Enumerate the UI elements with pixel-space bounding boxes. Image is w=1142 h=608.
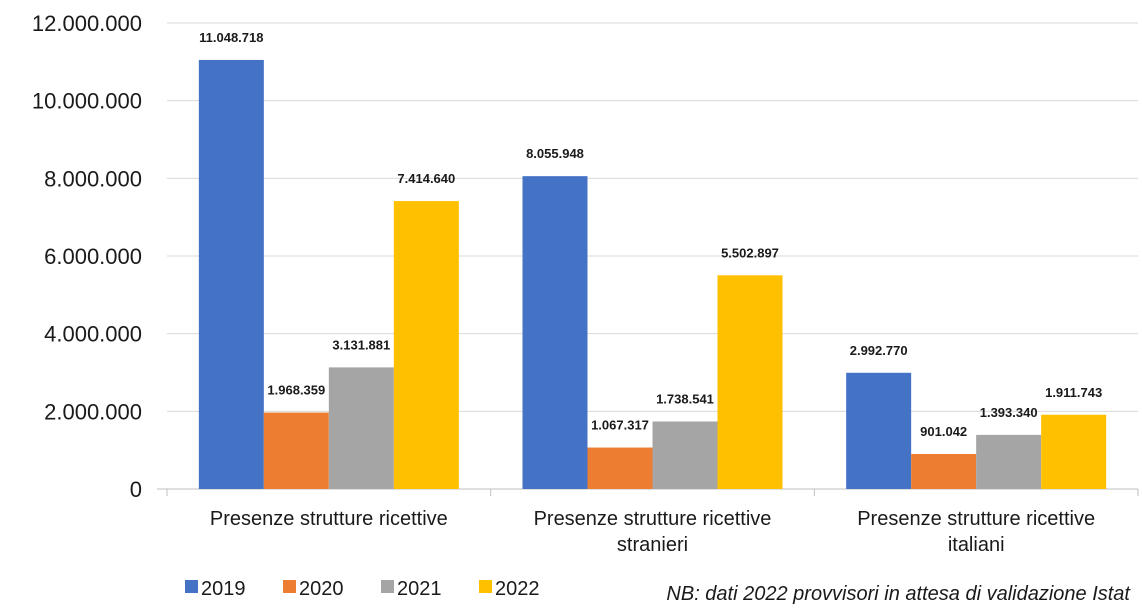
data-label: 3.131.881 xyxy=(332,337,390,352)
bar-2022 xyxy=(393,201,459,489)
data-label: 7.414.640 xyxy=(397,171,455,186)
y-tick-label: 8.000.000 xyxy=(44,166,142,191)
legend-label: 2020 xyxy=(299,578,344,600)
bar-2021 xyxy=(652,421,718,489)
footnote: NB: dati 2022 provvisori in attesa di va… xyxy=(666,583,1131,605)
bar-2019 xyxy=(846,372,912,489)
data-label: 901.042 xyxy=(920,424,967,439)
bar-2020 xyxy=(263,412,329,489)
legend-label: 2021 xyxy=(397,578,442,600)
x-category-label: Presenze strutture ricettive xyxy=(534,508,772,530)
bar-2020 xyxy=(587,447,653,489)
legend-swatch xyxy=(185,580,198,593)
x-category-label: Presenze strutture ricettive xyxy=(210,508,448,530)
bar-2022 xyxy=(1041,414,1107,489)
legend-label: 2022 xyxy=(495,578,540,600)
data-label: 1.393.340 xyxy=(980,405,1038,420)
legend-swatch xyxy=(381,580,394,593)
bar-2020 xyxy=(911,454,977,489)
y-tick-label: 10.000.000 xyxy=(32,89,142,114)
y-tick-label: 12.000.000 xyxy=(32,11,142,36)
bar-2019 xyxy=(522,176,588,489)
x-category-label: Presenze strutture ricettive xyxy=(857,508,1095,530)
gridlines xyxy=(167,22,1138,412)
data-label: 5.502.897 xyxy=(721,245,779,260)
bars xyxy=(198,59,1107,489)
data-label: 1.911.743 xyxy=(1045,385,1102,400)
bar-2019 xyxy=(198,59,264,489)
data-label: 2.992.770 xyxy=(850,343,908,358)
data-label: 1.067.317 xyxy=(591,418,649,433)
data-label: 11.048.718 xyxy=(199,30,263,45)
data-label: 8.055.948 xyxy=(526,146,584,161)
legend-swatch xyxy=(283,580,296,593)
bar-2022 xyxy=(717,275,783,489)
y-tick-label: 0 xyxy=(130,477,142,502)
y-tick-label: 2.000.000 xyxy=(44,399,142,424)
x-category-label: italiani xyxy=(948,534,1005,556)
bar-2021 xyxy=(328,367,394,489)
bar-2021 xyxy=(976,434,1042,489)
legend: 2019 2020 2021 2022 xyxy=(185,578,540,600)
y-tick-label: 6.000.000 xyxy=(44,244,142,269)
data-labels: 11.048.718 1.968.359 3.131.881 7.414.640 8.0… xyxy=(199,30,1102,439)
legend-label: 2019 xyxy=(201,578,246,600)
y-tick-label: 4.000.000 xyxy=(44,322,142,347)
data-label: 1.968.359 xyxy=(267,383,325,398)
axes: 0 2.000.000 4.000.000 6.000.000 8.000.000 10.… xyxy=(32,11,1139,556)
legend-swatch xyxy=(479,580,492,593)
x-category-label: stranieri xyxy=(617,534,688,556)
data-label: 1.738.541 xyxy=(656,391,714,406)
